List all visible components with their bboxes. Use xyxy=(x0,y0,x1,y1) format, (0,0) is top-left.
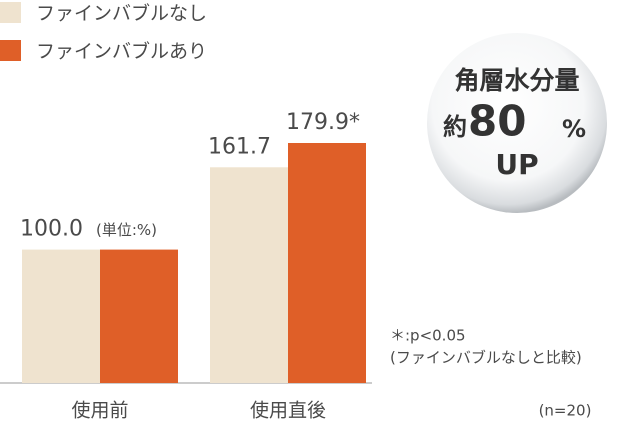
note: (ファインバブルなしと比較) xyxy=(390,349,582,367)
data-label: 179.9* xyxy=(286,110,360,135)
bar xyxy=(22,249,100,383)
x-tick-label: 使用直後 xyxy=(250,400,326,422)
bar xyxy=(210,167,288,383)
badge-up: UP xyxy=(495,148,538,181)
legend-label: ファインバブルなし xyxy=(36,2,207,25)
legend-label: ファインバブルあり xyxy=(36,40,207,63)
badge-prefix: 約 xyxy=(443,113,467,141)
x-tick-label: 使用前 xyxy=(71,400,128,422)
data-label: 161.7 xyxy=(208,134,271,159)
badge-title: 角層水分量 xyxy=(454,66,579,95)
bar xyxy=(100,249,178,383)
legend-swatch xyxy=(0,40,21,61)
bar xyxy=(288,143,366,383)
badge-bubble xyxy=(427,33,607,213)
badge-number: 80 xyxy=(468,97,526,146)
badge-unit: % xyxy=(562,115,586,143)
data-label: 100.0 xyxy=(20,217,83,242)
unit-label: (単位:%) xyxy=(96,221,157,239)
note: ＊:p<0.05 xyxy=(390,327,466,345)
legend-swatch xyxy=(0,2,21,23)
sample-size: (n=20) xyxy=(539,402,592,420)
